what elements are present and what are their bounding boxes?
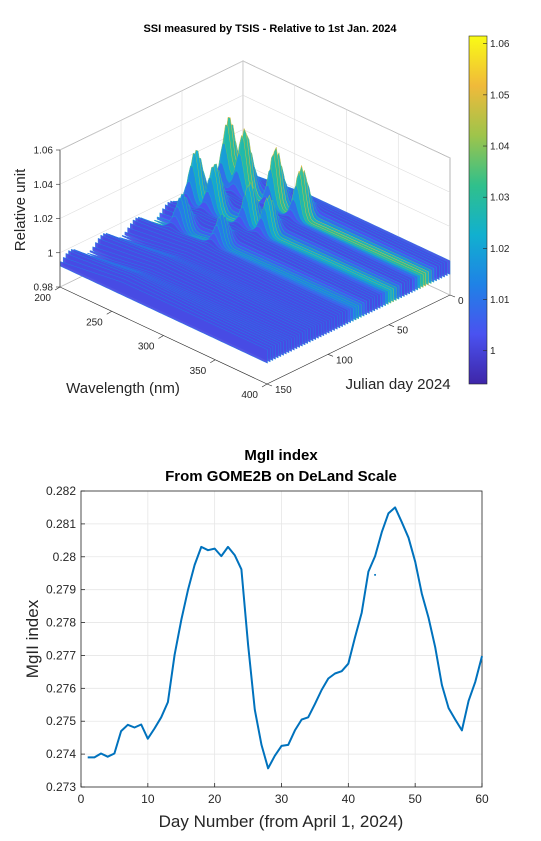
z-tick-label: 0.98 — [34, 283, 54, 294]
line-chart-grid — [80, 490, 483, 788]
colorbar-tick-label: 1.03 — [490, 193, 510, 204]
mgii-line — [87, 506, 483, 770]
y-tick-label: 0.275 — [46, 714, 76, 728]
surface-plot — [60, 117, 451, 364]
x-axis-label: Wavelength (nm) — [66, 380, 180, 397]
y-tick-mark — [327, 354, 334, 357]
x-tick-mark — [158, 335, 164, 339]
colorbar-ticks: 1 1.01 1.02 1.03 1.04 1.05 1.06 — [483, 39, 510, 357]
x-tick-label: 10 — [141, 792, 155, 806]
colorbar-bar — [468, 35, 488, 385]
y-tick-label: 50 — [397, 326, 409, 337]
mgii-line-svg: MgII index From GOME2B on DeLand Scale 0… — [23, 447, 489, 831]
colorbar-tick-label: 1.06 — [490, 39, 510, 50]
mgii-series — [87, 506, 483, 770]
colorbar-tick-label: 1.05 — [490, 90, 510, 101]
stray-point — [374, 573, 377, 576]
x-tick-mark — [106, 310, 112, 315]
z-tick-label: 1.06 — [34, 146, 54, 157]
y-tick-label: 150 — [275, 385, 292, 396]
x-tick-label: 200 — [34, 293, 51, 304]
x-tick-label: 40 — [342, 792, 356, 806]
x-tick-label: 50 — [408, 792, 422, 806]
z-axis-label: Relative unit — [12, 168, 29, 251]
y-tick-label: 100 — [336, 355, 353, 366]
y-tick-label: 0.273 — [46, 780, 76, 794]
y-tick-label: 0.274 — [46, 747, 76, 761]
x-tick-label: 60 — [475, 792, 489, 806]
y-tick-mark — [449, 294, 456, 298]
y-tick-label: 0 — [458, 296, 464, 307]
y-tick-label: 0.28 — [53, 550, 77, 564]
y-tick-label: 0.282 — [46, 484, 76, 498]
mgii-line-chart: MgII index From GOME2B on DeLand Scale 0… — [0, 420, 541, 841]
z-tick-label: 1.02 — [34, 214, 54, 225]
x-tick-label: 250 — [86, 317, 103, 328]
x-axis-ticks: 200 250 300 350 400 — [34, 286, 268, 401]
y-tick-mark — [388, 324, 395, 327]
line-chart-title-line1: MgII index — [244, 447, 318, 464]
colorbar-tick-label: 1.01 — [490, 295, 510, 306]
x-tick-label: 350 — [190, 366, 207, 377]
floor-edge — [266, 294, 451, 385]
colorbar-tick-label: 1.04 — [490, 142, 510, 153]
x-tick-label: 30 — [275, 792, 289, 806]
surface-ridge — [60, 261, 268, 364]
z-tick-label: 1.04 — [34, 180, 54, 191]
ssi-surface-svg: SSI measured by TSIS - Relative to 1st J… — [12, 23, 510, 401]
y-axis-ticks: 0 50 100 150 — [266, 294, 464, 396]
x-tick-mark — [210, 359, 216, 364]
z-tick-label: 1 — [47, 248, 53, 259]
x-axis-ticks: 0 10 20 30 40 50 60 — [78, 783, 489, 806]
x-tick-mark — [54, 286, 61, 291]
x-tick-label: 400 — [241, 390, 258, 401]
y-tick-label: 0.276 — [46, 681, 76, 695]
x-tick-mark — [261, 383, 268, 388]
colorbar-tick-label: 1.02 — [490, 244, 510, 255]
y-tick-label: 0.281 — [46, 517, 76, 531]
y-tick-label: 0.278 — [46, 616, 76, 630]
line-x-axis-label: Day Number (from April 1, 2024) — [159, 812, 404, 831]
ssi-surface-chart: SSI measured by TSIS - Relative to 1st J… — [0, 0, 541, 420]
z-axis-ticks: 0.98 1 1.02 1.04 1.06 — [34, 146, 61, 294]
x-tick-label: 300 — [138, 342, 155, 353]
y-axis-label: Julian day 2024 — [345, 376, 450, 393]
y-tick-label: 0.279 — [46, 583, 76, 597]
x-tick-label: 0 — [78, 792, 85, 806]
x-tick-label: 20 — [208, 792, 222, 806]
line-y-axis-label: MgII index — [23, 599, 42, 678]
y-axis-ticks: 0.273 0.274 0.275 0.276 0.277 0.278 0.279 0.28 0… — [46, 484, 85, 794]
surface-chart-title: SSI measured by TSIS - Relative to 1st J… — [143, 23, 397, 35]
colorbar-tick-label: 1 — [490, 346, 496, 357]
line-chart-title-line2: From GOME2B on DeLand Scale — [165, 468, 397, 485]
y-tick-label: 0.277 — [46, 648, 76, 662]
y-tick-mark — [266, 383, 273, 387]
colorbar: 1 1.01 1.02 1.03 1.04 1.05 1.06 — [468, 35, 510, 385]
